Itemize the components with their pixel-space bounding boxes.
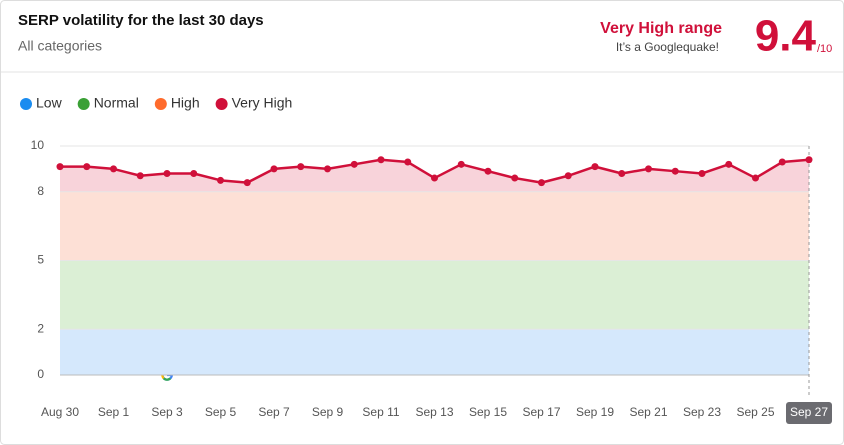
- y-tick-label: 8: [37, 184, 44, 198]
- x-tick-label: Sep 13: [415, 405, 453, 419]
- point: [564, 172, 572, 180]
- point: [163, 169, 171, 177]
- x-tick-label: Sep 5: [205, 405, 237, 419]
- point: [350, 160, 358, 168]
- point: [698, 169, 706, 177]
- y-tick-label: 2: [37, 321, 44, 335]
- point: [671, 167, 679, 175]
- point: [56, 163, 64, 171]
- legend-marker: [77, 98, 90, 110]
- x-tick-label: Sep 11: [362, 405, 399, 419]
- range-band: [60, 191, 809, 261]
- legend-label: Low: [36, 95, 63, 111]
- point: [377, 156, 385, 164]
- x-tick-label: Sep 7: [258, 405, 290, 419]
- legend-marker: [154, 98, 167, 110]
- range-note: It’s a Googlequake!: [616, 40, 719, 54]
- point: [645, 165, 652, 173]
- x-tick-label: Sep 27: [790, 405, 828, 419]
- x-tick-label: Sep 9: [312, 405, 344, 419]
- point: [725, 160, 733, 168]
- legend-label: Very High: [232, 95, 293, 111]
- point: [136, 172, 144, 180]
- point: [457, 160, 465, 168]
- chart-title: SERP volatility for the last 30 days: [18, 12, 264, 29]
- point: [484, 167, 492, 175]
- point: [778, 158, 786, 166]
- point: [297, 163, 305, 171]
- y-tick-label: 0: [37, 367, 44, 381]
- point: [538, 179, 545, 187]
- x-tick-label: Sep 21: [629, 405, 667, 419]
- point: [190, 169, 198, 177]
- x-tick-label: Sep 19: [576, 405, 614, 419]
- point: [431, 174, 438, 182]
- score: 9.4: [755, 12, 817, 61]
- point: [324, 165, 331, 173]
- x-label-highlight: [786, 402, 832, 424]
- x-tick-label: Sep 17: [522, 405, 560, 419]
- legend-marker: [20, 98, 32, 110]
- chart-subtitle: All categories: [18, 38, 102, 54]
- legend-label: High: [171, 95, 200, 111]
- x-tick-label: Sep 3: [151, 405, 183, 419]
- score-suffix: /10: [817, 43, 832, 55]
- y-tick-label: 10: [31, 138, 45, 152]
- point: [591, 163, 599, 171]
- legend-label: Normal: [94, 95, 139, 111]
- x-tick-label: Sep 25: [736, 405, 774, 419]
- point: [752, 174, 759, 182]
- point: [83, 163, 91, 171]
- range-label: Very High range: [600, 20, 722, 37]
- point: [618, 169, 626, 177]
- point: [217, 176, 224, 184]
- x-tick-label: Aug 30: [41, 405, 79, 419]
- legend-marker: [215, 98, 228, 110]
- point: [511, 174, 519, 182]
- point: [110, 165, 117, 173]
- range-band: [60, 260, 809, 330]
- range-band: [60, 329, 809, 375]
- point: [243, 179, 251, 187]
- point: [805, 156, 813, 164]
- point: [404, 158, 412, 166]
- x-tick-label: Sep 1: [98, 405, 130, 419]
- point: [270, 165, 278, 173]
- x-tick-label: Sep 15: [469, 405, 507, 419]
- y-tick-label: 5: [37, 253, 44, 267]
- x-tick-label: Sep 23: [683, 405, 721, 419]
